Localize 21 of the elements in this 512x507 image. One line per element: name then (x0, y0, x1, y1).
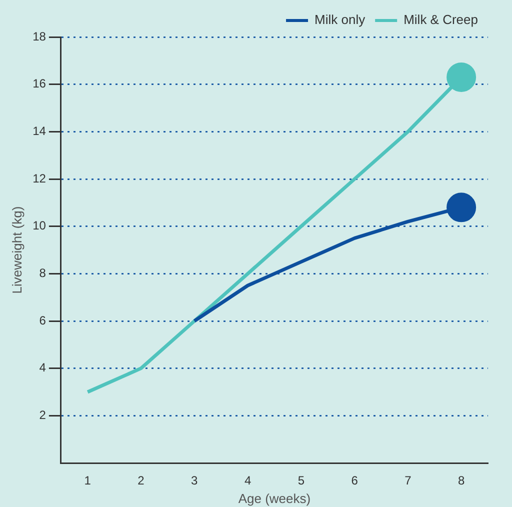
y-tick-label: 4 (39, 360, 46, 375)
y-tick-label: 10 (32, 218, 46, 233)
x-tick-label: 4 (244, 474, 252, 488)
y-tick-label: 12 (32, 171, 46, 186)
x-tick-label: 3 (191, 474, 198, 488)
x-tick-label: 2 (138, 474, 145, 488)
x-tick-label: 1 (84, 474, 92, 488)
y-tick-label: 16 (32, 76, 46, 91)
y-tick-label: 6 (39, 313, 46, 328)
legend-label: Milk & Creep (404, 12, 478, 28)
x-tick-label: 8 (458, 474, 465, 488)
y-tick-label: 18 (32, 29, 46, 44)
y-tick-label: 14 (32, 124, 46, 138)
x-tick-label: 5 (298, 474, 305, 488)
y-axis-title: Liveweight (kg) (9, 206, 24, 294)
legend-label: Milk only (314, 12, 366, 28)
x-axis-title: Age (weeks) (238, 490, 311, 506)
y-tick-label: 2 (39, 408, 46, 422)
x-tick-label: 7 (404, 474, 412, 488)
x-tick-label: 6 (351, 474, 358, 488)
y-tick-label: 8 (39, 266, 46, 280)
